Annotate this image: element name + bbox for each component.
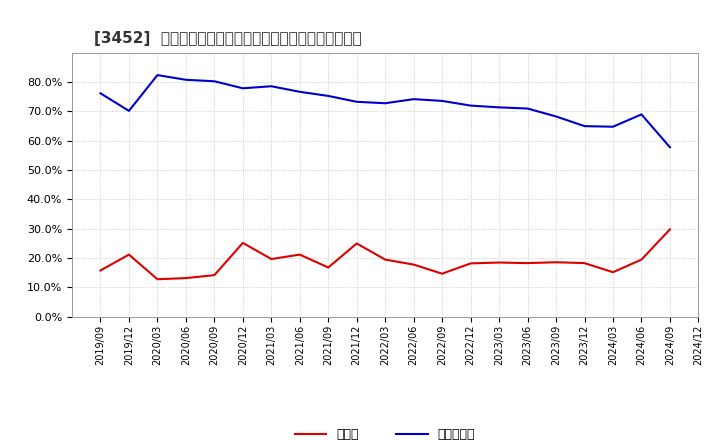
現預金	[552, 260, 560, 265]
現預金	[438, 271, 446, 276]
有利子負債	[267, 84, 276, 89]
現預金	[238, 240, 247, 246]
有利子負債	[552, 114, 560, 119]
有利子負債	[153, 73, 162, 78]
現預金	[181, 275, 190, 281]
有利子負債	[181, 77, 190, 82]
現預金	[324, 265, 333, 270]
有利子負債	[467, 103, 475, 108]
有利子負債	[238, 86, 247, 91]
有利子負債	[665, 145, 674, 150]
現預金	[608, 270, 617, 275]
現預金	[495, 260, 503, 265]
有利子負債	[580, 124, 589, 129]
現預金	[96, 268, 105, 273]
現預金	[381, 257, 390, 262]
有利子負債	[381, 101, 390, 106]
現預金	[210, 272, 219, 278]
現預金	[153, 277, 162, 282]
有利子負債	[324, 93, 333, 99]
現預金	[467, 261, 475, 266]
有利子負債	[352, 99, 361, 104]
Text: [3452]  現預金、有利子負債の総資産に対する比率の推移: [3452] 現預金、有利子負債の総資産に対する比率の推移	[94, 31, 361, 46]
Line: 有利子負債: 有利子負債	[101, 75, 670, 147]
有利子負債	[210, 79, 219, 84]
現預金	[665, 227, 674, 232]
有利子負債	[495, 105, 503, 110]
有利子負債	[96, 91, 105, 96]
現預金	[410, 262, 418, 267]
有利子負債	[295, 89, 304, 95]
現預金	[580, 260, 589, 266]
現預金	[125, 252, 133, 257]
有利子負債	[125, 108, 133, 114]
有利子負債	[410, 96, 418, 102]
Legend: 現預金, 有利子負債: 現預金, 有利子負債	[290, 423, 480, 440]
有利子負債	[608, 124, 617, 129]
Line: 現預金: 現預金	[101, 229, 670, 279]
現預金	[295, 252, 304, 257]
有利子負債	[523, 106, 532, 111]
現預金	[352, 241, 361, 246]
現預金	[637, 257, 646, 262]
現預金	[523, 260, 532, 266]
有利子負債	[438, 98, 446, 103]
有利子負債	[637, 112, 646, 117]
現預金	[267, 257, 276, 262]
